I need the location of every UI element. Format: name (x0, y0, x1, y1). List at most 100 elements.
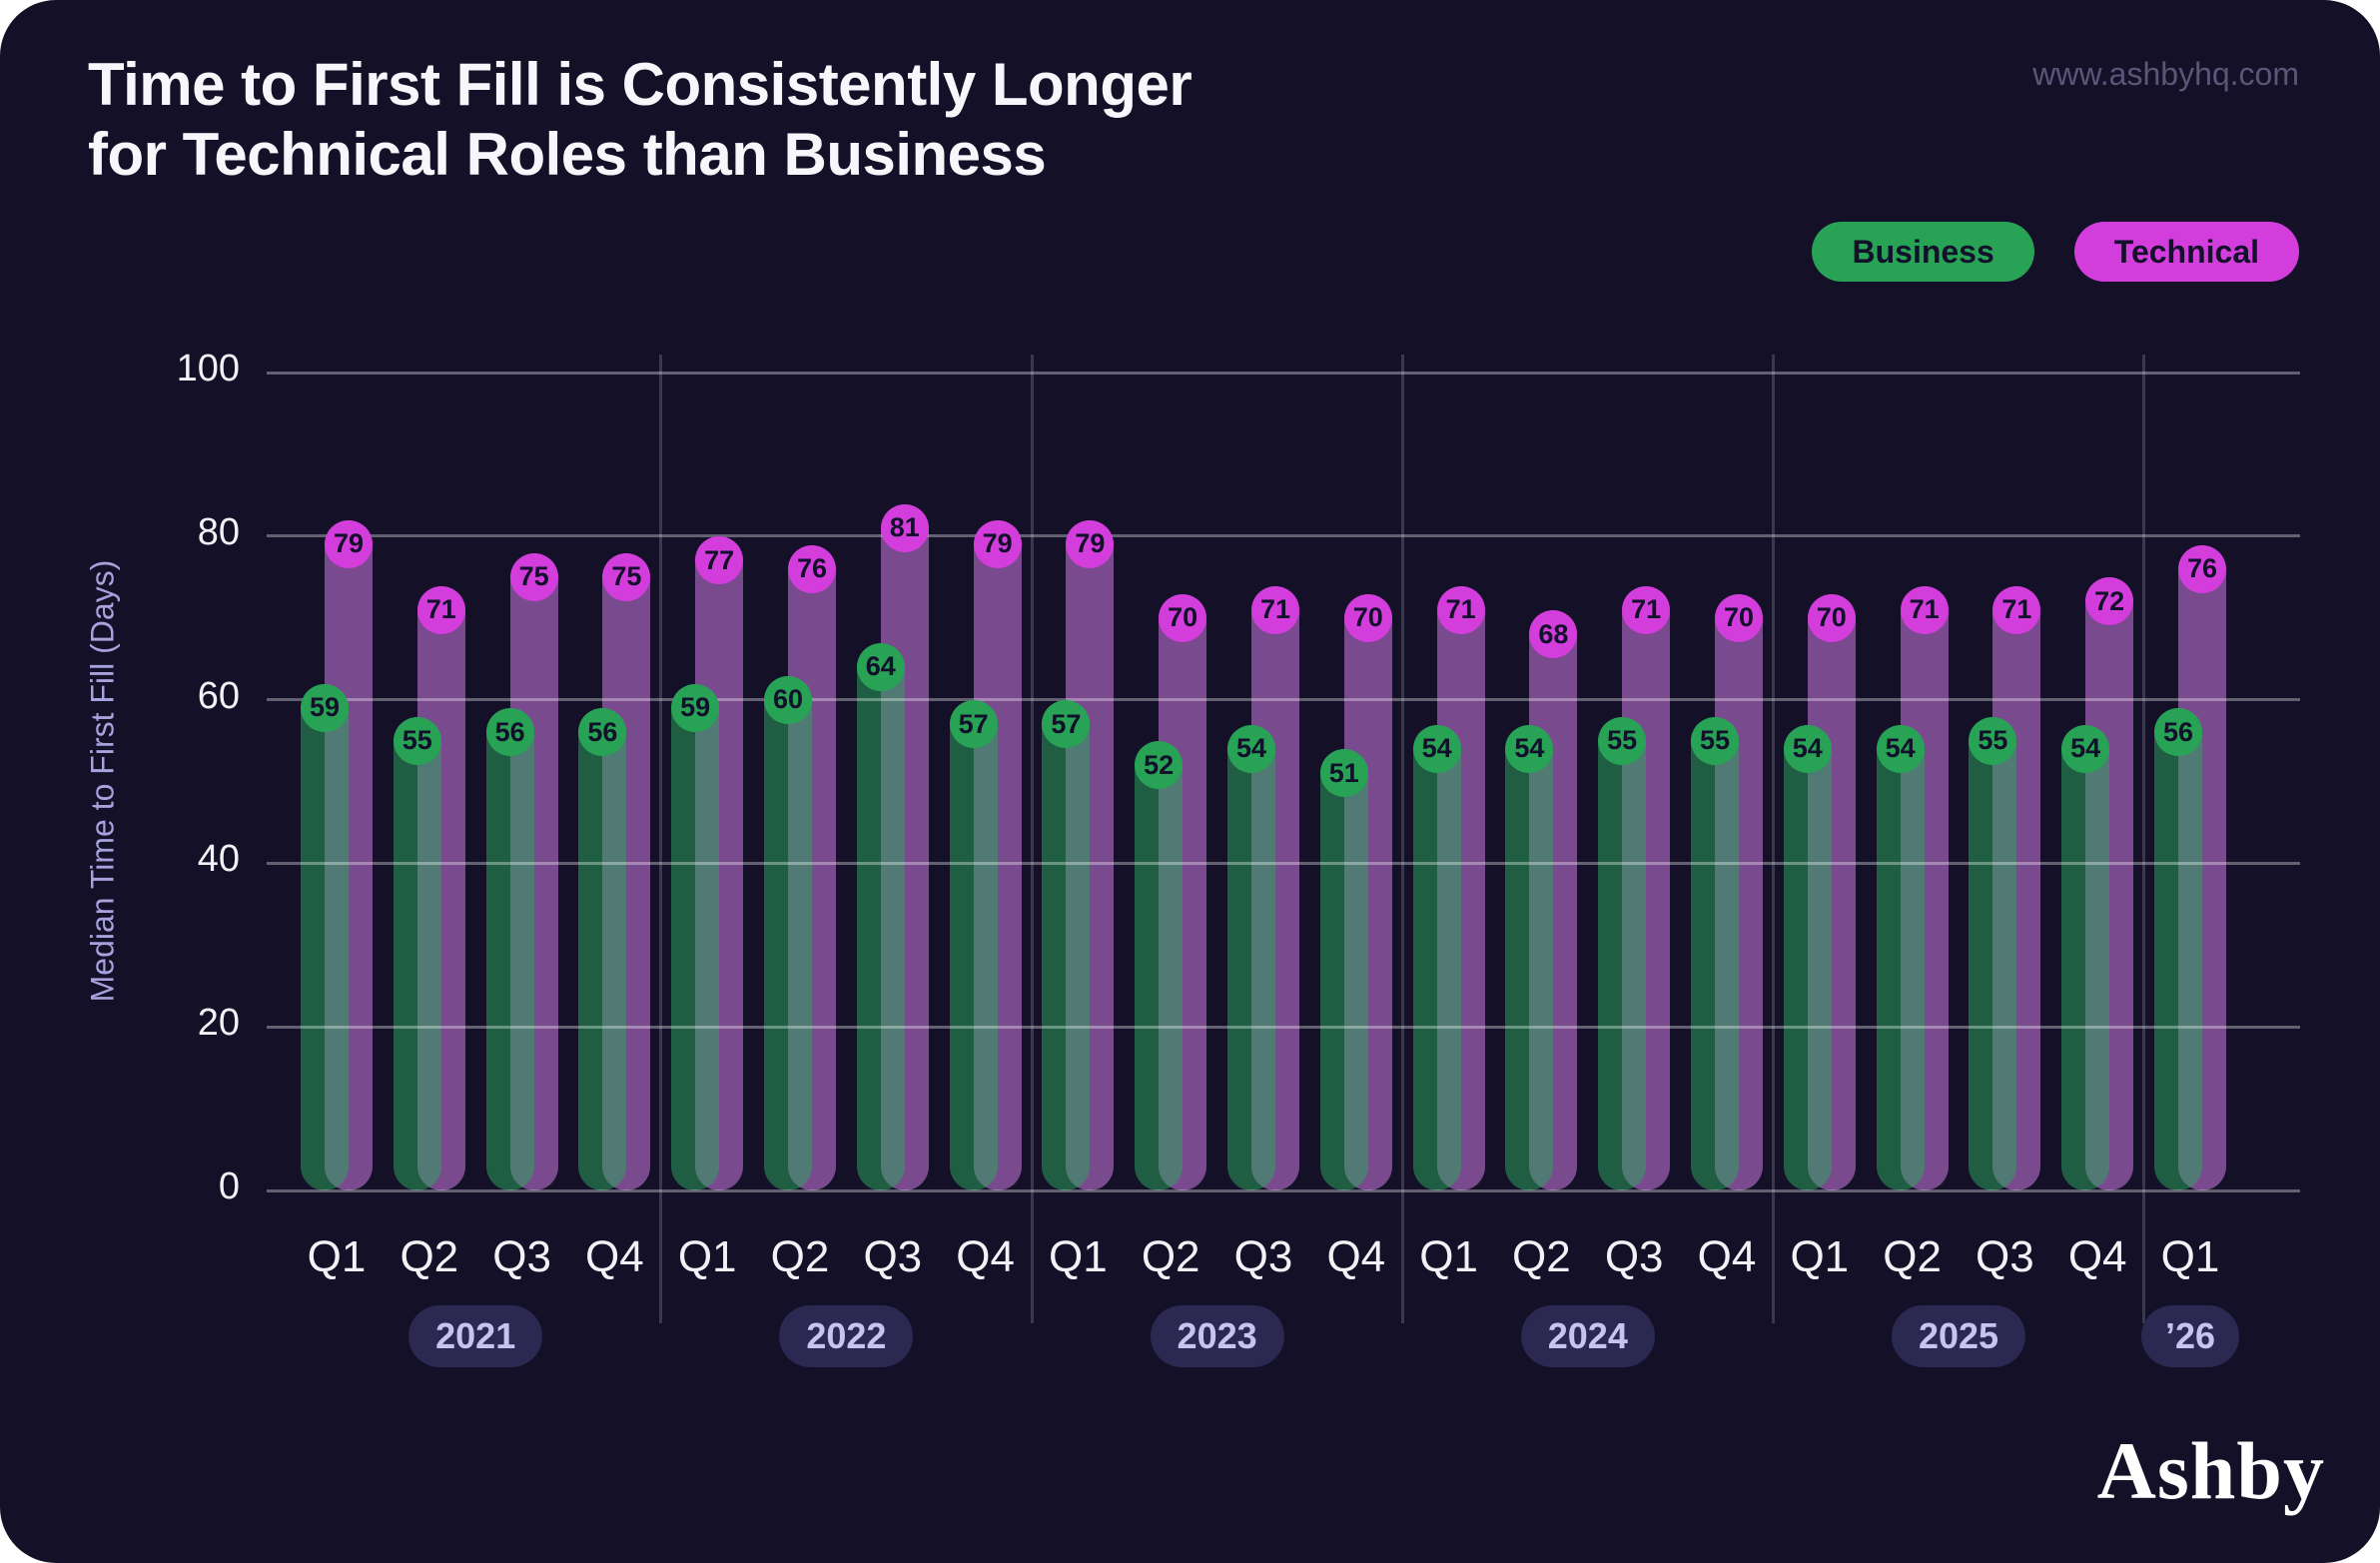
x-tick-label: Q3 (1976, 1232, 2034, 1281)
bar-business (671, 683, 720, 1190)
value-badge-business: 54 (1505, 724, 1554, 773)
bar-business (485, 708, 534, 1190)
x-tick-label: Q4 (2067, 1232, 2127, 1281)
value-badge-technical: 71 (1992, 585, 2041, 634)
bar-business (1876, 724, 1925, 1190)
value-badge-technical: 70 (1715, 593, 1763, 642)
legend-pill-business: Business (1812, 222, 2034, 282)
value-badge-business: 57 (1042, 700, 1091, 749)
value-badge-business: 51 (1319, 749, 1368, 798)
value-badge-business: 55 (1691, 716, 1739, 765)
value-badge-technical: 75 (602, 552, 651, 601)
gridline-100 (267, 371, 2300, 375)
bar-business (1505, 724, 1554, 1190)
bar-business (301, 683, 349, 1190)
value-badge-technical: 75 (509, 552, 558, 601)
page-title: Time to First Fill is Consistently Longe… (88, 50, 1192, 190)
value-badge-technical: 70 (1343, 593, 1392, 642)
bar-business (1042, 700, 1091, 1190)
x-tick-label: Q4 (1326, 1232, 1386, 1281)
bar-business (2154, 708, 2202, 1190)
year-pill-2023: 2023 (1150, 1305, 1284, 1367)
bar-business (393, 716, 441, 1190)
value-badge-technical: 71 (416, 585, 465, 634)
bar-business (2061, 724, 2110, 1190)
legend-label-business: Business (1852, 233, 1994, 270)
x-tick-label: Q3 (1604, 1232, 1664, 1281)
website-url: www.ashbyhq.com (2032, 56, 2299, 92)
year-pill-2022: 2022 (779, 1305, 914, 1367)
value-badge-technical: 79 (1066, 519, 1115, 568)
value-badge-technical: 71 (1251, 585, 1299, 634)
value-badge-business: 59 (301, 683, 349, 732)
gridline-40 (267, 861, 2300, 865)
bar-business (1598, 716, 1647, 1190)
value-badge-business: 54 (1227, 724, 1275, 773)
x-tick-label: Q1 (2160, 1232, 2220, 1281)
gridline-80 (267, 534, 2300, 538)
x-tick-label: Q1 (1790, 1232, 1850, 1281)
y-tick-label-100: 100 (176, 348, 240, 390)
x-tick-label: Q1 (1049, 1232, 1108, 1281)
year-separator (1771, 355, 1775, 1323)
value-badge-business: 59 (671, 683, 720, 732)
value-badge-technical: 68 (1529, 610, 1578, 659)
bar-business (1319, 749, 1368, 1190)
year-pill-2024: 2024 (1520, 1305, 1655, 1367)
bar-business (949, 700, 998, 1190)
x-tick-label: Q3 (1233, 1232, 1293, 1281)
value-badge-business: 64 (856, 642, 905, 691)
value-badge-business: 55 (393, 716, 441, 765)
bar-business (1969, 716, 2017, 1190)
bar-business (764, 675, 812, 1190)
value-badge-business: 54 (2061, 724, 2110, 773)
value-badge-technical: 71 (1436, 585, 1485, 634)
y-tick-label-80: 80 (197, 510, 240, 553)
title-line-2: for Technical Roles than Business (88, 121, 1047, 189)
x-tick-label: Q4 (1697, 1232, 1757, 1281)
value-badge-business: 56 (578, 708, 627, 757)
gridline-0 (267, 1188, 2300, 1192)
x-tick-label: Q2 (1141, 1232, 1200, 1281)
value-badge-business: 52 (1135, 741, 1184, 790)
value-badge-business: 54 (1783, 724, 1832, 773)
value-badge-business: 54 (1876, 724, 1925, 773)
value-badge-business: 56 (2154, 708, 2202, 757)
value-badge-technical: 79 (973, 519, 1022, 568)
x-tick-label: Q3 (863, 1232, 923, 1281)
x-tick-label: Q2 (1512, 1232, 1571, 1281)
value-badge-business: 54 (1412, 724, 1461, 773)
value-badge-technical: 77 (695, 536, 744, 585)
bar-business (1412, 724, 1461, 1190)
value-badge-business: 57 (949, 700, 998, 749)
bar-business (1691, 716, 1739, 1190)
y-tick-label-20: 20 (197, 1002, 240, 1045)
year-separator (659, 355, 663, 1323)
legend: Business Technical (1812, 222, 2299, 282)
year-separator (2142, 355, 2146, 1323)
year-separator (1400, 355, 1404, 1323)
x-tick-label: Q2 (770, 1232, 830, 1281)
x-tick-label: Q4 (585, 1232, 644, 1281)
value-badge-technical: 81 (880, 503, 929, 552)
value-badge-business: 55 (1969, 716, 2017, 765)
value-badge-technical: 79 (325, 519, 373, 568)
value-badge-business: 55 (1598, 716, 1647, 765)
value-badge-technical: 71 (1900, 585, 1949, 634)
y-tick-label-40: 40 (197, 838, 240, 881)
x-tick-label: Q2 (1883, 1232, 1942, 1281)
bar-business (1227, 724, 1275, 1190)
x-tick-label: Q1 (307, 1232, 367, 1281)
value-badge-technical: 76 (788, 544, 836, 593)
value-badge-technical: 70 (1807, 593, 1856, 642)
gridline-20 (267, 1025, 2300, 1029)
bar-business (1135, 741, 1184, 1190)
gridline-60 (267, 698, 2300, 702)
bar-business (1783, 724, 1832, 1190)
year-pill-26: ’26 (2141, 1305, 2239, 1367)
